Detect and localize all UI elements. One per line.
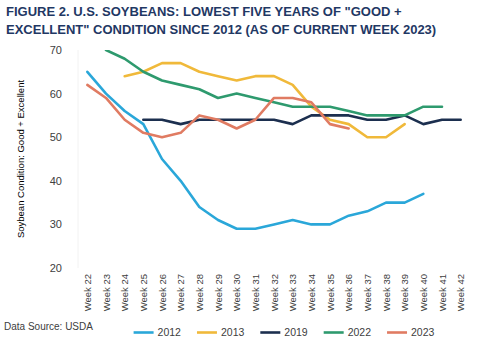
y-tick-label: 40 bbox=[50, 175, 62, 187]
chart-title: FIGURE 2. U.S. SOYBEANS: LOWEST FIVE YEA… bbox=[6, 4, 436, 37]
x-tick-label: Week 32 bbox=[269, 274, 280, 311]
x-tick-label: Week 37 bbox=[362, 274, 373, 311]
legend-label: 2023 bbox=[411, 326, 435, 338]
legend-swatch bbox=[387, 331, 407, 334]
legend-label: 2013 bbox=[221, 326, 245, 338]
x-tick-label: Week 36 bbox=[343, 274, 354, 311]
y-tick-label: 20 bbox=[50, 262, 62, 274]
x-tick-label: Week 31 bbox=[250, 274, 261, 311]
y-axis-label: Soybean Condition: Good + Excellent bbox=[15, 80, 26, 239]
series-line bbox=[87, 72, 423, 229]
title-line: EXCELLENT" CONDITION SINCE 2012 (AS OF C… bbox=[6, 22, 436, 37]
x-tick-label: Week 24 bbox=[119, 274, 130, 311]
title-line: FIGURE 2. U.S. SOYBEANS: LOWEST FIVE YEA… bbox=[6, 4, 402, 19]
legend-swatch bbox=[324, 331, 344, 334]
x-tick-label: Week 33 bbox=[287, 274, 298, 311]
y-tick-label: 60 bbox=[50, 88, 62, 100]
x-tick-label: Week 29 bbox=[213, 274, 224, 311]
y-tick-label: 70 bbox=[50, 44, 62, 56]
x-tick-label: Week 35 bbox=[325, 274, 336, 311]
legend-swatch bbox=[260, 331, 280, 334]
x-tick-label: Week 23 bbox=[101, 274, 112, 311]
legend: 2012 2013 2019 2022 2023 bbox=[134, 326, 435, 338]
x-tick-label: Week 40 bbox=[418, 274, 429, 311]
x-tick-label: Week 42 bbox=[455, 274, 466, 311]
lines bbox=[87, 50, 460, 229]
y-tick-label: 50 bbox=[50, 131, 62, 143]
x-tick-label: Week 22 bbox=[82, 274, 93, 311]
x-tick-label: Week 39 bbox=[399, 274, 410, 311]
x-tick-label: Week 30 bbox=[231, 274, 242, 311]
legend-label: 2012 bbox=[158, 326, 182, 338]
source-note: Data Source: USDA bbox=[4, 321, 93, 332]
y-tick-label: 30 bbox=[50, 218, 62, 230]
legend-swatch bbox=[197, 331, 217, 334]
series-line bbox=[87, 85, 348, 137]
x-tick-label: Week 38 bbox=[381, 274, 392, 311]
legend-label: 2019 bbox=[284, 326, 308, 338]
y-axis bbox=[78, 50, 79, 268]
x-tick-label: Week 27 bbox=[175, 274, 186, 311]
x-tick-label: Week 34 bbox=[306, 274, 317, 311]
legend-swatch bbox=[134, 331, 154, 334]
x-tick-label: Week 25 bbox=[138, 274, 149, 311]
x-tick-label: Week 26 bbox=[157, 274, 168, 311]
chart: FIGURE 2. U.S. SOYBEANS: LOWEST FIVE YEA… bbox=[0, 0, 480, 342]
series-line bbox=[106, 50, 442, 115]
x-tick-label: Week 28 bbox=[194, 274, 205, 311]
legend-label: 2022 bbox=[348, 326, 372, 338]
x-tick-label: Week 41 bbox=[437, 274, 448, 311]
